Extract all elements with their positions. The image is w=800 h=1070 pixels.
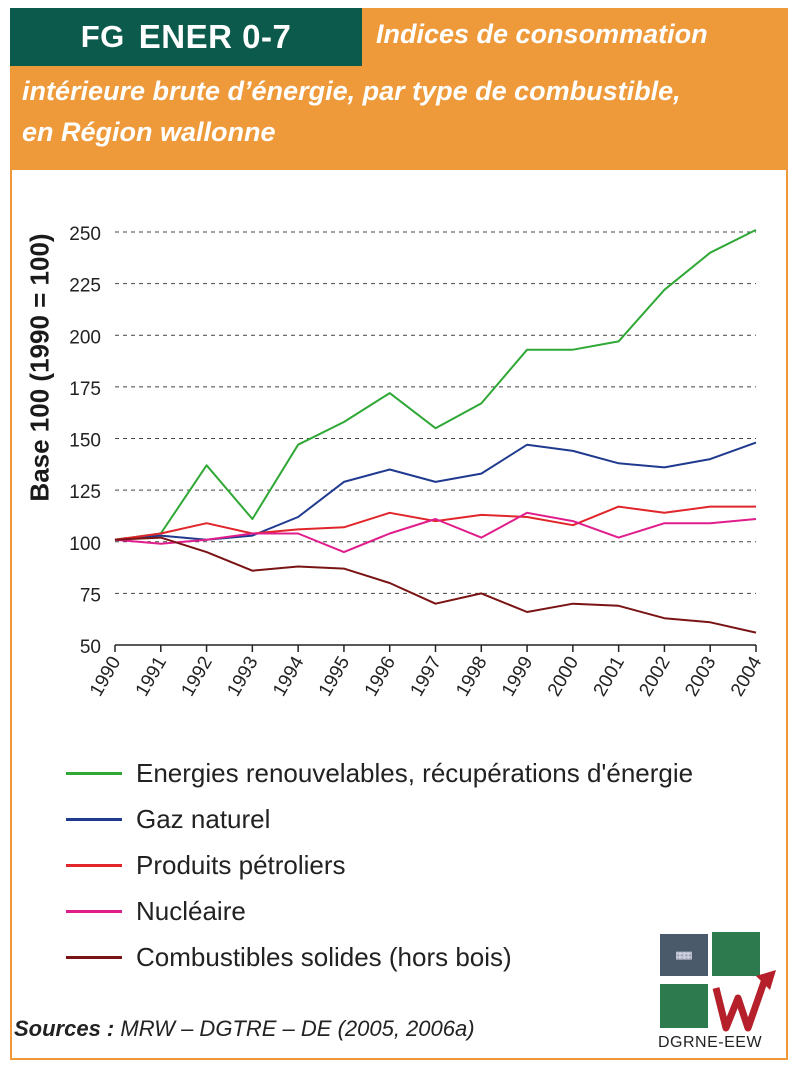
y-tick-label: 100 — [69, 534, 101, 555]
title-line-3: en Région wallonne — [22, 117, 276, 147]
y-tick-labels: 50 75 100 125 150 175 200 225 250 — [69, 224, 101, 658]
x-tick-label: 2003 — [681, 653, 720, 700]
legend-item: Gaz naturel — [66, 796, 693, 842]
w-arrow-logo-icon — [712, 970, 776, 1032]
legend-swatch — [66, 863, 122, 867]
legend-item: Nucléaire — [66, 888, 693, 934]
x-tick-label: 1999 — [498, 653, 537, 700]
legend: Energies renouvelables, récupérations d'… — [66, 750, 693, 980]
series-line-0 — [114, 229, 757, 541]
x-tick-label: 1994 — [269, 653, 309, 700]
legend-item: Combustibles solides (hors bois) — [66, 934, 693, 980]
y-tick-label: 175 — [69, 379, 101, 400]
legend-label: Produits pétroliers — [136, 849, 346, 880]
logo-square-bottom — [660, 984, 708, 1028]
legend-label: Combustibles solides (hors bois) — [136, 941, 512, 972]
y-tick-label: 200 — [69, 327, 101, 348]
series-line-3 — [114, 511, 757, 554]
sources-text: MRW – DGTRE – DE (2005, 2006a) — [120, 1016, 475, 1041]
logo-caption: DGRNE-EEW — [658, 1034, 763, 1051]
legend-item: Produits pétroliers — [66, 842, 693, 888]
legend-swatch — [66, 909, 122, 913]
x-tick-label: 1992 — [178, 653, 217, 700]
x-tick-label: 1998 — [452, 653, 491, 700]
y-tick-label: 225 — [69, 276, 101, 297]
legend-swatch — [66, 817, 122, 821]
series-lines — [114, 229, 757, 634]
legend-label: Nucléaire — [136, 895, 246, 926]
x-tick-label: 1990 — [86, 653, 125, 700]
sources: Sources : MRW – DGTRE – DE (2005, 2006a) — [14, 1016, 475, 1042]
x-tick-label: 1993 — [223, 653, 262, 700]
figure-prefix: FG — [80, 19, 125, 54]
logo-square-top — [712, 932, 760, 976]
legend-swatch — [66, 955, 122, 959]
legend-label: Energies renouvelables, récupérations d'… — [136, 757, 694, 788]
x-tick-label: 2002 — [635, 653, 674, 700]
grid-lines — [115, 231, 756, 646]
legend-label: Gaz naturel — [136, 803, 271, 834]
x-tick-label: 2000 — [544, 653, 583, 700]
sources-label: Sources : — [14, 1016, 115, 1041]
legend-item: Energies renouvelables, récupérations d'… — [66, 750, 693, 796]
x-tick-label: 1995 — [315, 653, 354, 700]
y-tick-label: 125 — [69, 482, 101, 503]
institution-logo-icon: ▦▦ — [660, 934, 708, 976]
x-tick-label: 2004 — [727, 653, 767, 700]
series-line-4 — [114, 536, 757, 634]
title-line-2: intérieure brute d’énergie, par type de … — [22, 76, 681, 106]
y-tick-label: 250 — [69, 224, 101, 245]
legend-swatch — [66, 771, 122, 775]
figure-id-tab: FG ENER 0-7 — [10, 8, 362, 66]
y-tick-label: 75 — [80, 585, 101, 606]
x-axis: 1990 1991 1992 1993 1994 1995 1996 1997 1998 1999… — [86, 644, 767, 700]
x-tick-label: 2001 — [590, 653, 629, 700]
title-line-1: Indices de consommation — [376, 19, 708, 49]
x-tick-label: 1991 — [132, 653, 171, 700]
figure-id: ENER 0-7 — [138, 18, 292, 55]
y-tick-label: 150 — [69, 431, 101, 452]
series-line-2 — [114, 505, 756, 541]
y-tick-label: 50 — [80, 637, 101, 658]
x-tick-label: 1996 — [361, 653, 400, 700]
x-tick-label: 1997 — [407, 653, 446, 700]
figure-frame — [10, 8, 788, 1060]
